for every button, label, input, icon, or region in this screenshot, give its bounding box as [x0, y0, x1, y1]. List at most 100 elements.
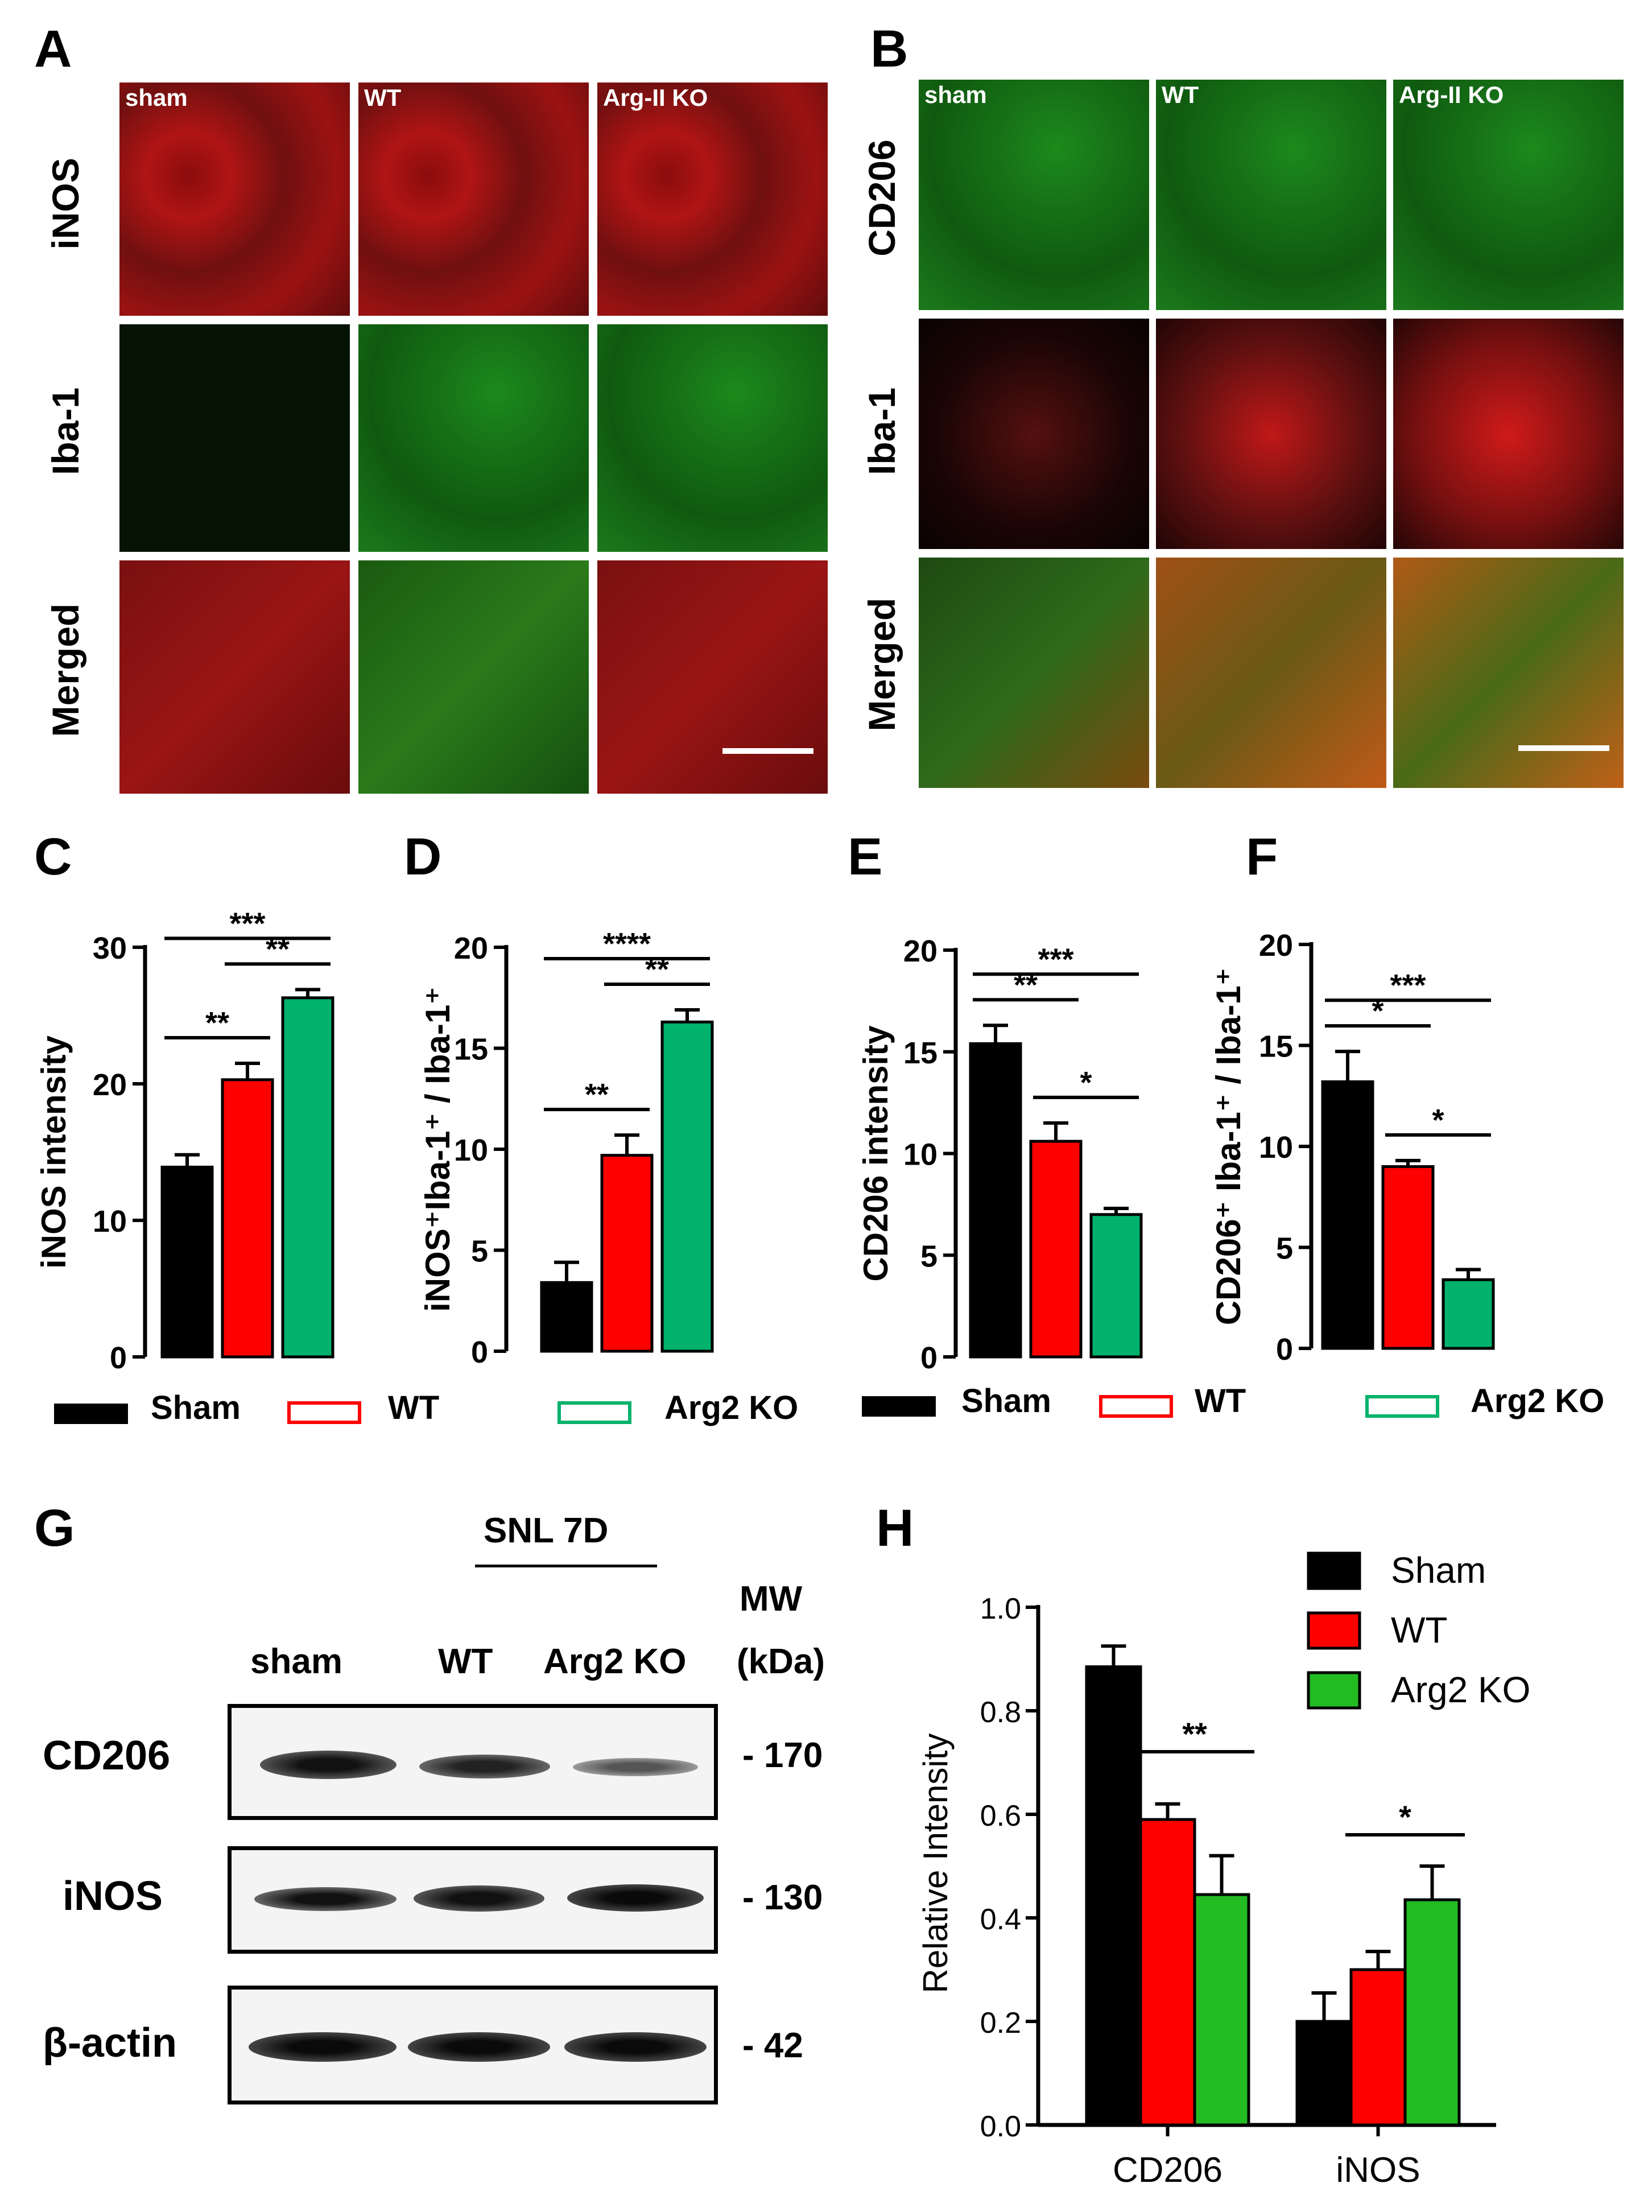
- micrograph-A-merged-sham: [119, 560, 350, 794]
- micrograph-A-merged-wt: [358, 560, 589, 794]
- micrograph-A-merged-ko: [597, 560, 828, 794]
- micrograph-A-iba1-ko: [597, 324, 828, 552]
- chart-H-ytick-label-1: 0.2: [980, 2007, 1021, 2040]
- chart-E-sig-label-1: *: [1080, 1066, 1092, 1100]
- chart-E-ylabel: CD206 intensity: [857, 1025, 895, 1282]
- chart-D-sig-label-0: **: [585, 1078, 609, 1112]
- micrograph-B-merged-sham: [919, 558, 1149, 788]
- legend-swatch-sham: [54, 1404, 128, 1424]
- chart-E-bar-2: [1089, 1213, 1143, 1359]
- lane-label-wt: WT: [438, 1642, 493, 1681]
- legend-label-sham-2: Sham: [961, 1383, 1051, 1419]
- chart-H-bar-1-2: [1403, 1898, 1461, 2127]
- legend-label-ko: Arg2 KO: [664, 1389, 799, 1426]
- col-label-wt: WT: [364, 84, 402, 111]
- blot-group-line: [475, 1565, 657, 1567]
- legend-swatch-ko-2: [1365, 1395, 1439, 1418]
- legend-swatch-wt: [287, 1401, 361, 1424]
- chart-H-bar-0-0: [1085, 1665, 1142, 2127]
- chart-H-ytick-label-2: 0.4: [980, 1903, 1021, 1936]
- micrograph-B-iba1-sham: [919, 319, 1149, 549]
- micrograph-A-inos-sham: sham: [119, 82, 350, 316]
- legend-label-wt: WT: [388, 1389, 440, 1426]
- chart-H-bar-0-1: [1139, 1818, 1196, 2127]
- chart-E-bar-1: [1029, 1140, 1083, 1359]
- band-cd206-sham: [260, 1751, 397, 1779]
- legend-swatch-sham-2: [862, 1396, 936, 1417]
- band-inos-wt: [414, 1885, 544, 1912]
- legend-swatch-ko: [557, 1401, 631, 1424]
- chart-C-ylabel: iNOS intensity: [35, 1035, 73, 1269]
- lane-label-sham: sham: [250, 1642, 342, 1681]
- panel-label-D: D: [404, 828, 442, 886]
- band-cd206-ko: [573, 1758, 698, 1776]
- chart-H-legend-label-1: WT: [1391, 1610, 1448, 1650]
- band-inos-ko: [567, 1884, 704, 1912]
- panel-label-B: B: [870, 20, 908, 78]
- chart-D-ytick-label-2: 10: [454, 1133, 488, 1167]
- chart-D-ytick-label-1: 5: [471, 1235, 488, 1269]
- chart-H-ytick-label-0: 0.0: [980, 2110, 1021, 2143]
- chart-E-ytick-label-1: 5: [920, 1239, 937, 1273]
- chart-H-ylabel: Relative Intensity: [916, 1734, 955, 1994]
- chart-F-ytick-label-1: 5: [1276, 1232, 1293, 1266]
- blot-row-label-inos: iNOS: [63, 1873, 163, 1919]
- chart-H-bar-1-1: [1349, 1968, 1407, 2127]
- chart-F-sig-label-2: ***: [1390, 968, 1426, 1002]
- chart-F-bar-1: [1381, 1165, 1435, 1350]
- blot-bactin: [228, 1986, 718, 2104]
- mw-130: - 130: [742, 1878, 823, 1917]
- blot-row-label-bactin: β-actin: [43, 2020, 177, 2066]
- chart-F-sig-label-1: *: [1432, 1103, 1444, 1137]
- chart-H-bar-0-2: [1193, 1893, 1250, 2127]
- chart-F-bar-2: [1442, 1278, 1495, 1350]
- micrograph-B-cd206-ko: Arg-II KO: [1393, 80, 1624, 310]
- chart-E-sig-label-2: ***: [1038, 942, 1073, 976]
- micrograph-A-iba1-wt: [358, 324, 589, 552]
- legend-label-sham: Sham: [151, 1389, 241, 1426]
- chart-H-legend-swatch-0: [1307, 1551, 1361, 1590]
- chart-H-sig-label-0: **: [1182, 1716, 1207, 1752]
- chart-H-sig-label-1: *: [1399, 1799, 1411, 1835]
- mw-170: - 170: [742, 1736, 823, 1775]
- blot-cd206: [228, 1704, 718, 1820]
- micrograph-B-cd206-wt: WT: [1156, 80, 1386, 310]
- micrograph-B-iba1-wt: [1156, 319, 1386, 549]
- mw-header: MW: [740, 1579, 803, 1619]
- micrograph-A-inos-wt: WT: [358, 82, 589, 316]
- chart-H-ytick-label-3: 0.6: [980, 1800, 1021, 1833]
- chart-C-bar-0: [160, 1165, 214, 1359]
- micrograph-A-iba1-sham: [119, 324, 350, 552]
- chart-H-legend-swatch-1: [1307, 1611, 1361, 1650]
- band-bactin-ko: [564, 2032, 707, 2062]
- chart-D-ytick-label-3: 15: [454, 1033, 488, 1067]
- chart-F-sig-label-0: *: [1372, 994, 1383, 1028]
- micrograph-B-iba1-ko: [1393, 319, 1624, 549]
- scale-bar-b: [1518, 745, 1609, 751]
- chart-C-ytick-label-0: 0: [110, 1341, 127, 1375]
- chart-E-ytick-label-4: 20: [903, 934, 937, 968]
- chart-H-xtick-label-1: iNOS: [1336, 2151, 1420, 2190]
- panel-label-E: E: [848, 828, 883, 886]
- chart-F-ylabel: CD206⁺ Iba-1⁺ / Iba-1⁺: [1209, 968, 1248, 1326]
- chart-E-ytick-label-2: 10: [903, 1138, 937, 1172]
- col-label-ko-b: Arg-II KO: [1399, 81, 1504, 108]
- chart-D-bar-1: [600, 1154, 654, 1353]
- chart-E-ytick-label-3: 15: [903, 1036, 937, 1070]
- col-label-ko: Arg-II KO: [603, 84, 708, 111]
- blot-row-label-cd206: CD206: [43, 1733, 171, 1778]
- chart-F-ytick-label-2: 10: [1259, 1130, 1293, 1165]
- blot-group-label: SNL 7D: [484, 1511, 609, 1550]
- chart-F-ytick-label-3: 15: [1259, 1030, 1293, 1064]
- panel-label-C: C: [34, 828, 72, 886]
- legend-swatch-wt-2: [1099, 1395, 1173, 1418]
- chart-C-ytick-label-1: 10: [93, 1204, 127, 1239]
- chart-H-legend-label-2: Arg2 KO: [1391, 1669, 1530, 1710]
- chart-H-xtick-label-0: CD206: [1113, 2151, 1223, 2190]
- chart-H-legend-swatch-2: [1307, 1671, 1361, 1710]
- chart-E-ytick-label-0: 0: [920, 1341, 937, 1375]
- micrograph-A-inos-ko: Arg-II KO: [597, 82, 828, 316]
- legend-label-wt-2: WT: [1195, 1383, 1246, 1419]
- band-bactin-wt: [408, 2032, 550, 2062]
- blot-inos: [228, 1846, 718, 1954]
